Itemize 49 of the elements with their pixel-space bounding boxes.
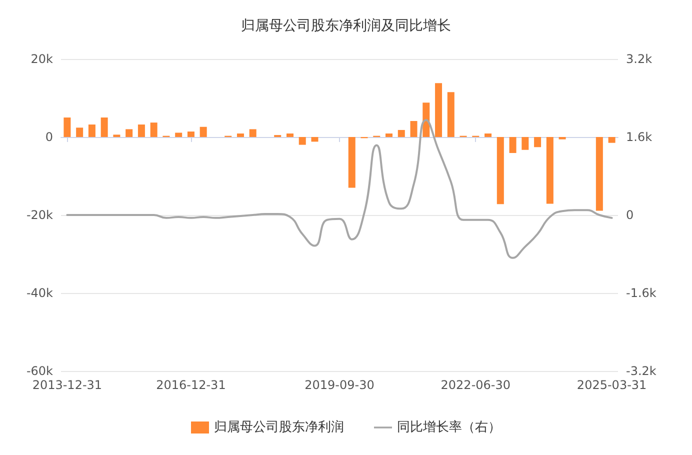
x-tick-label: 2025-03-31 — [576, 378, 647, 392]
bar — [608, 137, 616, 143]
bar — [410, 121, 418, 137]
x-tick-label: 2019-09-30 — [304, 378, 374, 392]
y-tick-label: 0 — [45, 130, 53, 144]
bar — [496, 137, 504, 204]
bar — [398, 130, 405, 137]
bar — [386, 133, 393, 137]
bar — [150, 122, 158, 137]
y-tick-label: 20k — [30, 52, 54, 66]
bar — [484, 133, 492, 137]
x-tick-label: 2022-06-30 — [440, 378, 511, 392]
x-tick-label: 2013-12-31 — [32, 378, 102, 392]
bar — [298, 137, 306, 145]
bar — [100, 118, 108, 137]
line-series — [66, 118, 613, 259]
bar — [175, 132, 182, 137]
bar — [187, 132, 194, 137]
bar — [88, 124, 96, 137]
bar — [546, 137, 554, 204]
y2-tick-label: 0 — [626, 208, 634, 222]
bar — [200, 126, 207, 137]
bar — [249, 129, 256, 137]
bar — [422, 102, 430, 137]
bar — [348, 137, 356, 188]
bar — [76, 128, 84, 137]
bar — [311, 137, 318, 142]
bar — [138, 124, 145, 137]
chart-title: 归属母公司股东净利润及同比增长 — [241, 18, 451, 34]
bar — [126, 129, 133, 137]
bar — [596, 137, 603, 211]
bar — [236, 133, 244, 137]
legend-label: 同比增长率（右） — [397, 419, 501, 435]
bar — [522, 137, 529, 150]
bar — [509, 137, 516, 153]
bar — [534, 137, 542, 148]
y2-tick-label: -1.6k — [626, 286, 656, 300]
y2-tick-label: 3.2k — [626, 52, 652, 66]
bar — [435, 83, 442, 137]
bar — [286, 133, 294, 137]
bar — [447, 92, 454, 137]
y-tick-label: -40k — [26, 286, 54, 300]
y-tick-label: -20k — [26, 208, 54, 222]
y-tick-label: -60k — [26, 364, 54, 378]
y2-tick-label: -3.2k — [626, 364, 656, 378]
legend-label: 归属母公司股东净利润 — [214, 420, 344, 435]
bar — [64, 118, 71, 137]
x-tick-label: 2016-12-31 — [156, 378, 226, 392]
y2-tick-label: 1.6k — [626, 130, 652, 144]
